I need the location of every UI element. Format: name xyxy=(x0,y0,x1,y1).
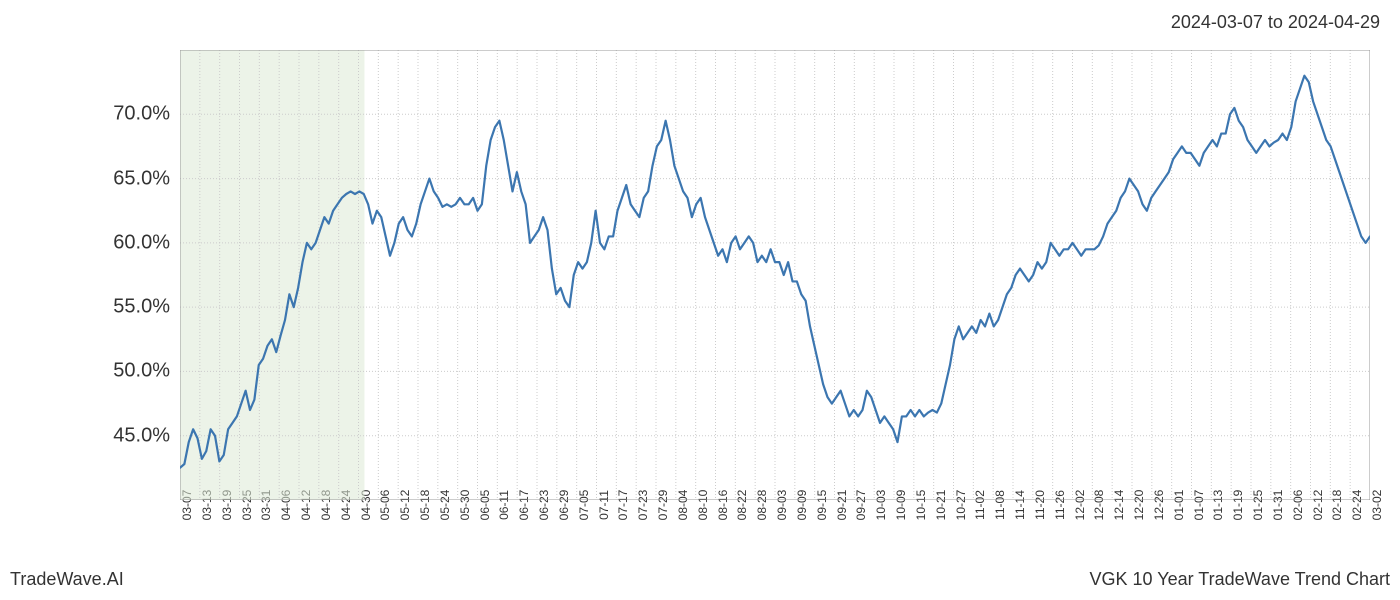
x-axis: 03-0703-1303-1903-2503-3104-0604-1204-18… xyxy=(180,505,1370,565)
y-tick-label: 65.0% xyxy=(80,167,170,190)
y-axis: 45.0% 50.0% 55.0% 60.0% 65.0% 70.0% xyxy=(80,50,170,500)
brand-label: TradeWave.AI xyxy=(10,569,124,590)
date-range-label: 2024-03-07 to 2024-04-29 xyxy=(1171,12,1380,33)
y-tick-label: 45.0% xyxy=(80,424,170,447)
chart-area xyxy=(180,50,1370,500)
y-tick-label: 55.0% xyxy=(80,296,170,319)
chart-svg xyxy=(180,50,1370,500)
y-tick-label: 70.0% xyxy=(80,103,170,126)
chart-title-label: VGK 10 Year TradeWave Trend Chart xyxy=(1090,569,1391,590)
x-tick-label: 03-02 xyxy=(1370,490,1384,521)
y-tick-label: 60.0% xyxy=(80,231,170,254)
highlight-band xyxy=(180,50,364,500)
y-tick-label: 50.0% xyxy=(80,360,170,383)
